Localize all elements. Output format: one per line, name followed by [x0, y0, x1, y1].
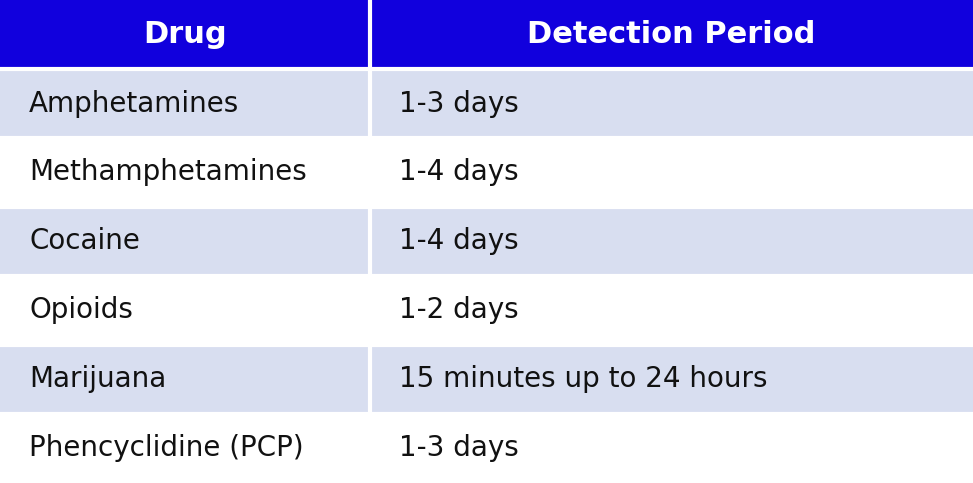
Text: 1-4 days: 1-4 days [399, 227, 519, 256]
Text: 1-3 days: 1-3 days [399, 89, 519, 117]
Text: Detection Period: Detection Period [527, 20, 815, 49]
FancyBboxPatch shape [0, 414, 370, 483]
Text: 1-2 days: 1-2 days [399, 297, 519, 325]
Text: 1-3 days: 1-3 days [399, 435, 519, 463]
Text: Amphetamines: Amphetamines [29, 89, 239, 117]
Text: Phencyclidine (PCP): Phencyclidine (PCP) [29, 435, 304, 463]
FancyBboxPatch shape [370, 207, 973, 276]
Text: Drug: Drug [143, 20, 227, 49]
Text: 1-4 days: 1-4 days [399, 158, 519, 186]
FancyBboxPatch shape [370, 345, 973, 414]
FancyBboxPatch shape [0, 69, 370, 138]
Text: 15 minutes up to 24 hours: 15 minutes up to 24 hours [399, 366, 768, 394]
Text: Opioids: Opioids [29, 297, 133, 325]
FancyBboxPatch shape [0, 138, 370, 207]
FancyBboxPatch shape [370, 414, 973, 483]
FancyBboxPatch shape [370, 69, 973, 138]
FancyBboxPatch shape [370, 138, 973, 207]
Text: Methamphetamines: Methamphetamines [29, 158, 306, 186]
FancyBboxPatch shape [370, 276, 973, 345]
Text: Cocaine: Cocaine [29, 227, 140, 256]
FancyBboxPatch shape [0, 0, 370, 69]
FancyBboxPatch shape [0, 345, 370, 414]
FancyBboxPatch shape [370, 0, 973, 69]
FancyBboxPatch shape [0, 276, 370, 345]
FancyBboxPatch shape [0, 207, 370, 276]
Text: Marijuana: Marijuana [29, 366, 166, 394]
